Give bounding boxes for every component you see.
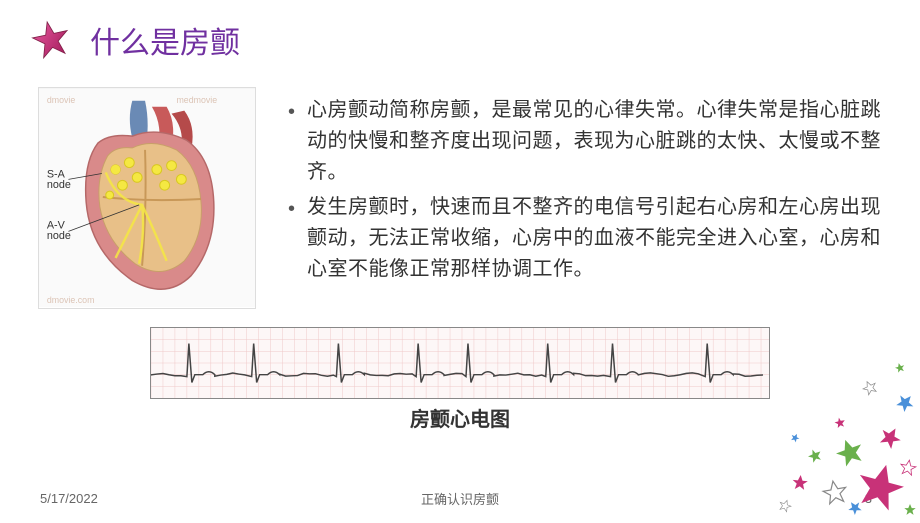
footer-subtitle: 正确认识房颤 xyxy=(421,489,499,508)
bullet-list: • 心房颤动简称房颤，是最常见的心律失常。心律失常是指心脏跳动的快慢和整齐度出现… xyxy=(288,87,900,309)
bullet-icon: • xyxy=(288,97,295,188)
slide-header: 什么是房颤 xyxy=(0,0,920,62)
svg-text:node: node xyxy=(47,230,71,242)
heart-diagram: dmovie medmovie dmovie.com xyxy=(38,87,256,309)
bullet-text: 心房颤动简称房颤，是最常见的心律失常。心律失常是指心脏跳动的快慢和整齐度出现问题… xyxy=(307,95,900,188)
footer-date: 5/17/2022 xyxy=(40,491,98,506)
star-icon xyxy=(30,19,72,61)
footer-page: 3 xyxy=(865,491,872,506)
ecg-container: 房颤心电图 xyxy=(150,327,770,432)
svg-text:dmovie: dmovie xyxy=(47,95,76,105)
ecg-caption: 房颤心电图 xyxy=(150,403,770,432)
ecg-strip xyxy=(150,327,770,399)
bullet-text: 发生房颤时，快速而且不整齐的电信号引起右心房和左心房出现颤动，无法正常收缩，心房… xyxy=(307,192,900,285)
list-item: • 发生房颤时，快速而且不整齐的电信号引起右心房和左心房出现颤动，无法正常收缩，… xyxy=(288,192,900,285)
svg-text:dmovie.com: dmovie.com xyxy=(47,295,95,305)
svg-text:node: node xyxy=(47,179,71,191)
list-item: • 心房颤动简称房颤，是最常见的心律失常。心律失常是指心脏跳动的快慢和整齐度出现… xyxy=(288,95,900,188)
svg-text:medmovie: medmovie xyxy=(176,95,217,105)
content-area: dmovie medmovie dmovie.com xyxy=(0,62,920,309)
bullet-icon: • xyxy=(288,194,295,285)
page-title: 什么是房颤 xyxy=(90,18,240,62)
